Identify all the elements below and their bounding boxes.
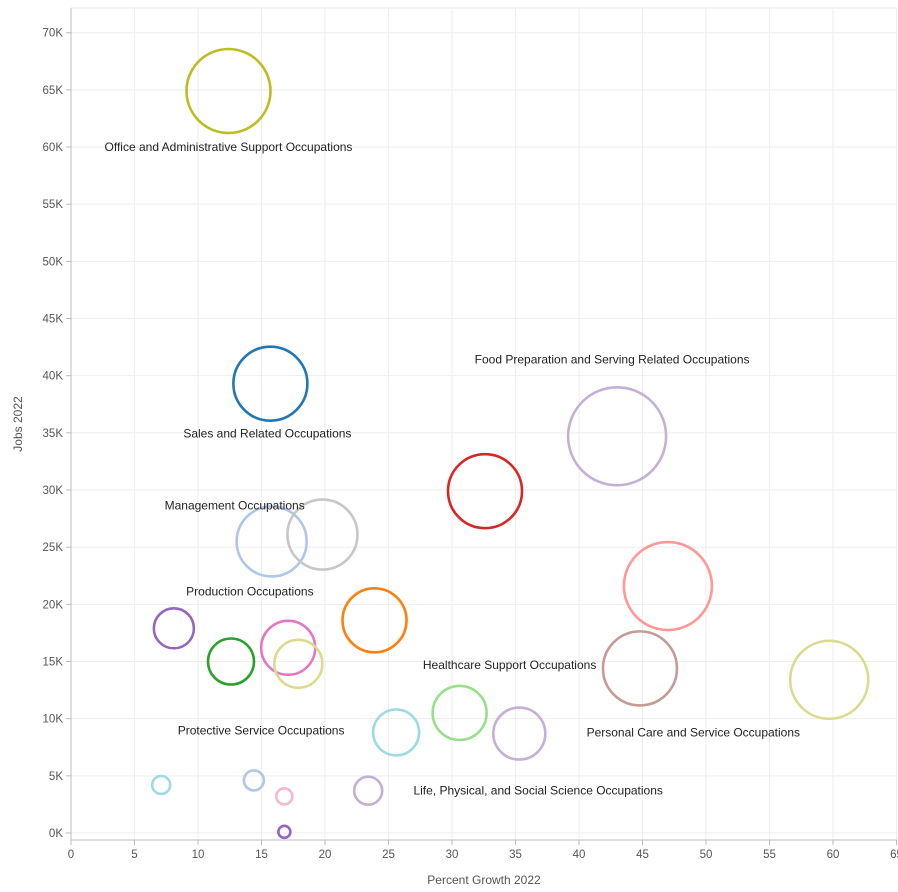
x-tick-label: 65: [890, 849, 898, 861]
y-tick-label: 15K: [43, 657, 64, 669]
bubble-point: [242, 769, 266, 792]
bubble-point: [371, 708, 421, 757]
bubble-point: [286, 498, 359, 571]
bubble-label: Office and Administrative Support Occupa…: [105, 140, 353, 154]
bubble-point: [352, 775, 384, 806]
bubble-label: Sales and Related Occupations: [183, 427, 351, 441]
x-tick-label: 55: [763, 849, 776, 861]
y-tick-label: 30K: [43, 485, 64, 497]
y-tick-label: 60K: [43, 142, 64, 154]
bubble-point: [566, 385, 668, 487]
y-tick-label: 55K: [43, 199, 64, 211]
y-tick-label: 35K: [43, 428, 64, 440]
bubble-point: [206, 637, 256, 686]
y-tick-label: 0K: [49, 828, 63, 840]
y-tick-label: 50K: [43, 256, 64, 268]
x-tick-label: 60: [827, 849, 840, 861]
bubble-labels: Office and Administrative Support Occupa…: [105, 140, 801, 798]
x-tick-label: 0: [68, 849, 74, 861]
x-tick-label: 5: [131, 849, 137, 861]
bubble-point: [431, 684, 488, 742]
bubble-label: Personal Care and Service Occupations: [587, 726, 800, 740]
y-tick-label: 10K: [43, 714, 64, 726]
y-tick-label: 20K: [43, 599, 64, 611]
x-tick-label: 10: [192, 849, 205, 861]
bubble-label: Healthcare Support Occupations: [423, 658, 596, 672]
x-tick-label: 35: [509, 849, 522, 861]
bubbles: [150, 47, 870, 840]
x-tick-label: 45: [636, 849, 649, 861]
y-tick-label: 40K: [43, 371, 64, 383]
x-tick-label: 50: [700, 849, 713, 861]
y-tick-label: 5K: [49, 771, 63, 783]
x-tick-label: 15: [255, 849, 268, 861]
y-axis-title: Jobs 2022: [11, 396, 25, 452]
bubble-point: [601, 630, 679, 707]
bubble-label: Protective Service Occupations: [178, 723, 345, 737]
bubble-point: [185, 47, 272, 135]
bubble-point: [622, 540, 714, 632]
bubble-point: [259, 619, 317, 677]
x-axis-title: Percent Growth 2022: [427, 873, 541, 887]
y-tick-label: 25K: [43, 542, 64, 554]
bubble-point: [446, 452, 524, 530]
x-tick-label: 20: [319, 849, 332, 861]
bubble-point: [235, 505, 308, 578]
bubble-point: [788, 639, 870, 721]
x-tick-label: 25: [382, 849, 395, 861]
grid: [70, 7, 897, 840]
x-tick-label: 40: [573, 849, 586, 861]
bubble-point: [277, 824, 292, 840]
bubble-label: Life, Physical, and Social Science Occup…: [413, 784, 662, 798]
bubble-point: [152, 607, 196, 650]
bubble-point: [232, 345, 309, 422]
bubble-label: Management Occupations: [165, 498, 305, 512]
y-tick-label: 45K: [43, 314, 64, 326]
bubble-point: [273, 638, 324, 690]
bubble-point: [275, 787, 294, 806]
bubble-label: Food Preparation and Serving Related Occ…: [475, 352, 750, 366]
bubble-label: Production Occupations: [186, 584, 313, 598]
axes: 0 5 10 15 20 25 30 35 40 45 50 55 60 65 0K 5K 10K 15K 20K 2…: [43, 8, 898, 861]
bubble-point: [341, 587, 408, 654]
bubble-point: [150, 774, 172, 796]
x-tick-label: 30: [446, 849, 459, 861]
y-tick-label: 65K: [43, 85, 64, 97]
bubble-point: [492, 706, 547, 761]
y-tick-label: 70K: [43, 28, 64, 40]
